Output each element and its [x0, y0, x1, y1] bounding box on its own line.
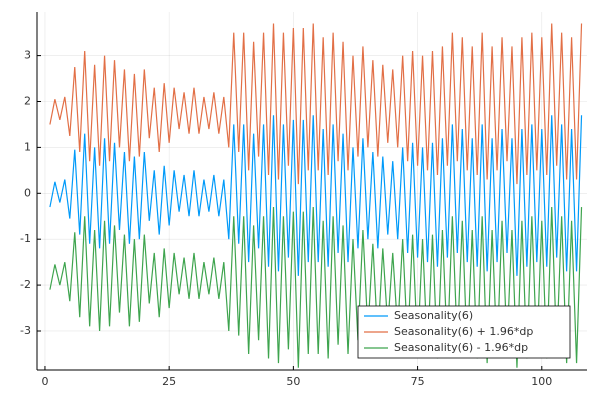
y-tick-label: 3: [24, 49, 31, 62]
x-tick-label: 50: [286, 375, 300, 388]
legend-label: Seasonality(6) + 1.96*dp: [394, 325, 533, 338]
y-tick-label: -2: [20, 278, 31, 291]
series-line: [49, 23, 583, 185]
series-line: [49, 115, 583, 276]
y-tick-label: 0: [24, 186, 31, 199]
x-tick-label: 25: [162, 375, 176, 388]
x-tick-label: 75: [411, 375, 425, 388]
legend-label: Seasonality(6) - 1.96*dp: [394, 341, 528, 354]
series-line: [49, 207, 583, 368]
x-tick-label: 0: [41, 375, 48, 388]
x-tick-label: 100: [531, 375, 552, 388]
y-tick-label: 2: [24, 95, 31, 108]
legend-box: [357, 305, 571, 359]
y-tick-label: -1: [20, 232, 31, 245]
legend-label: Seasonality(6): [394, 309, 473, 322]
y-tick-label: -3: [20, 324, 31, 337]
legend: Seasonality(6) Seasonality(6) + 1.96*dp Se…: [357, 305, 571, 359]
y-tick-label: 1: [24, 140, 31, 153]
